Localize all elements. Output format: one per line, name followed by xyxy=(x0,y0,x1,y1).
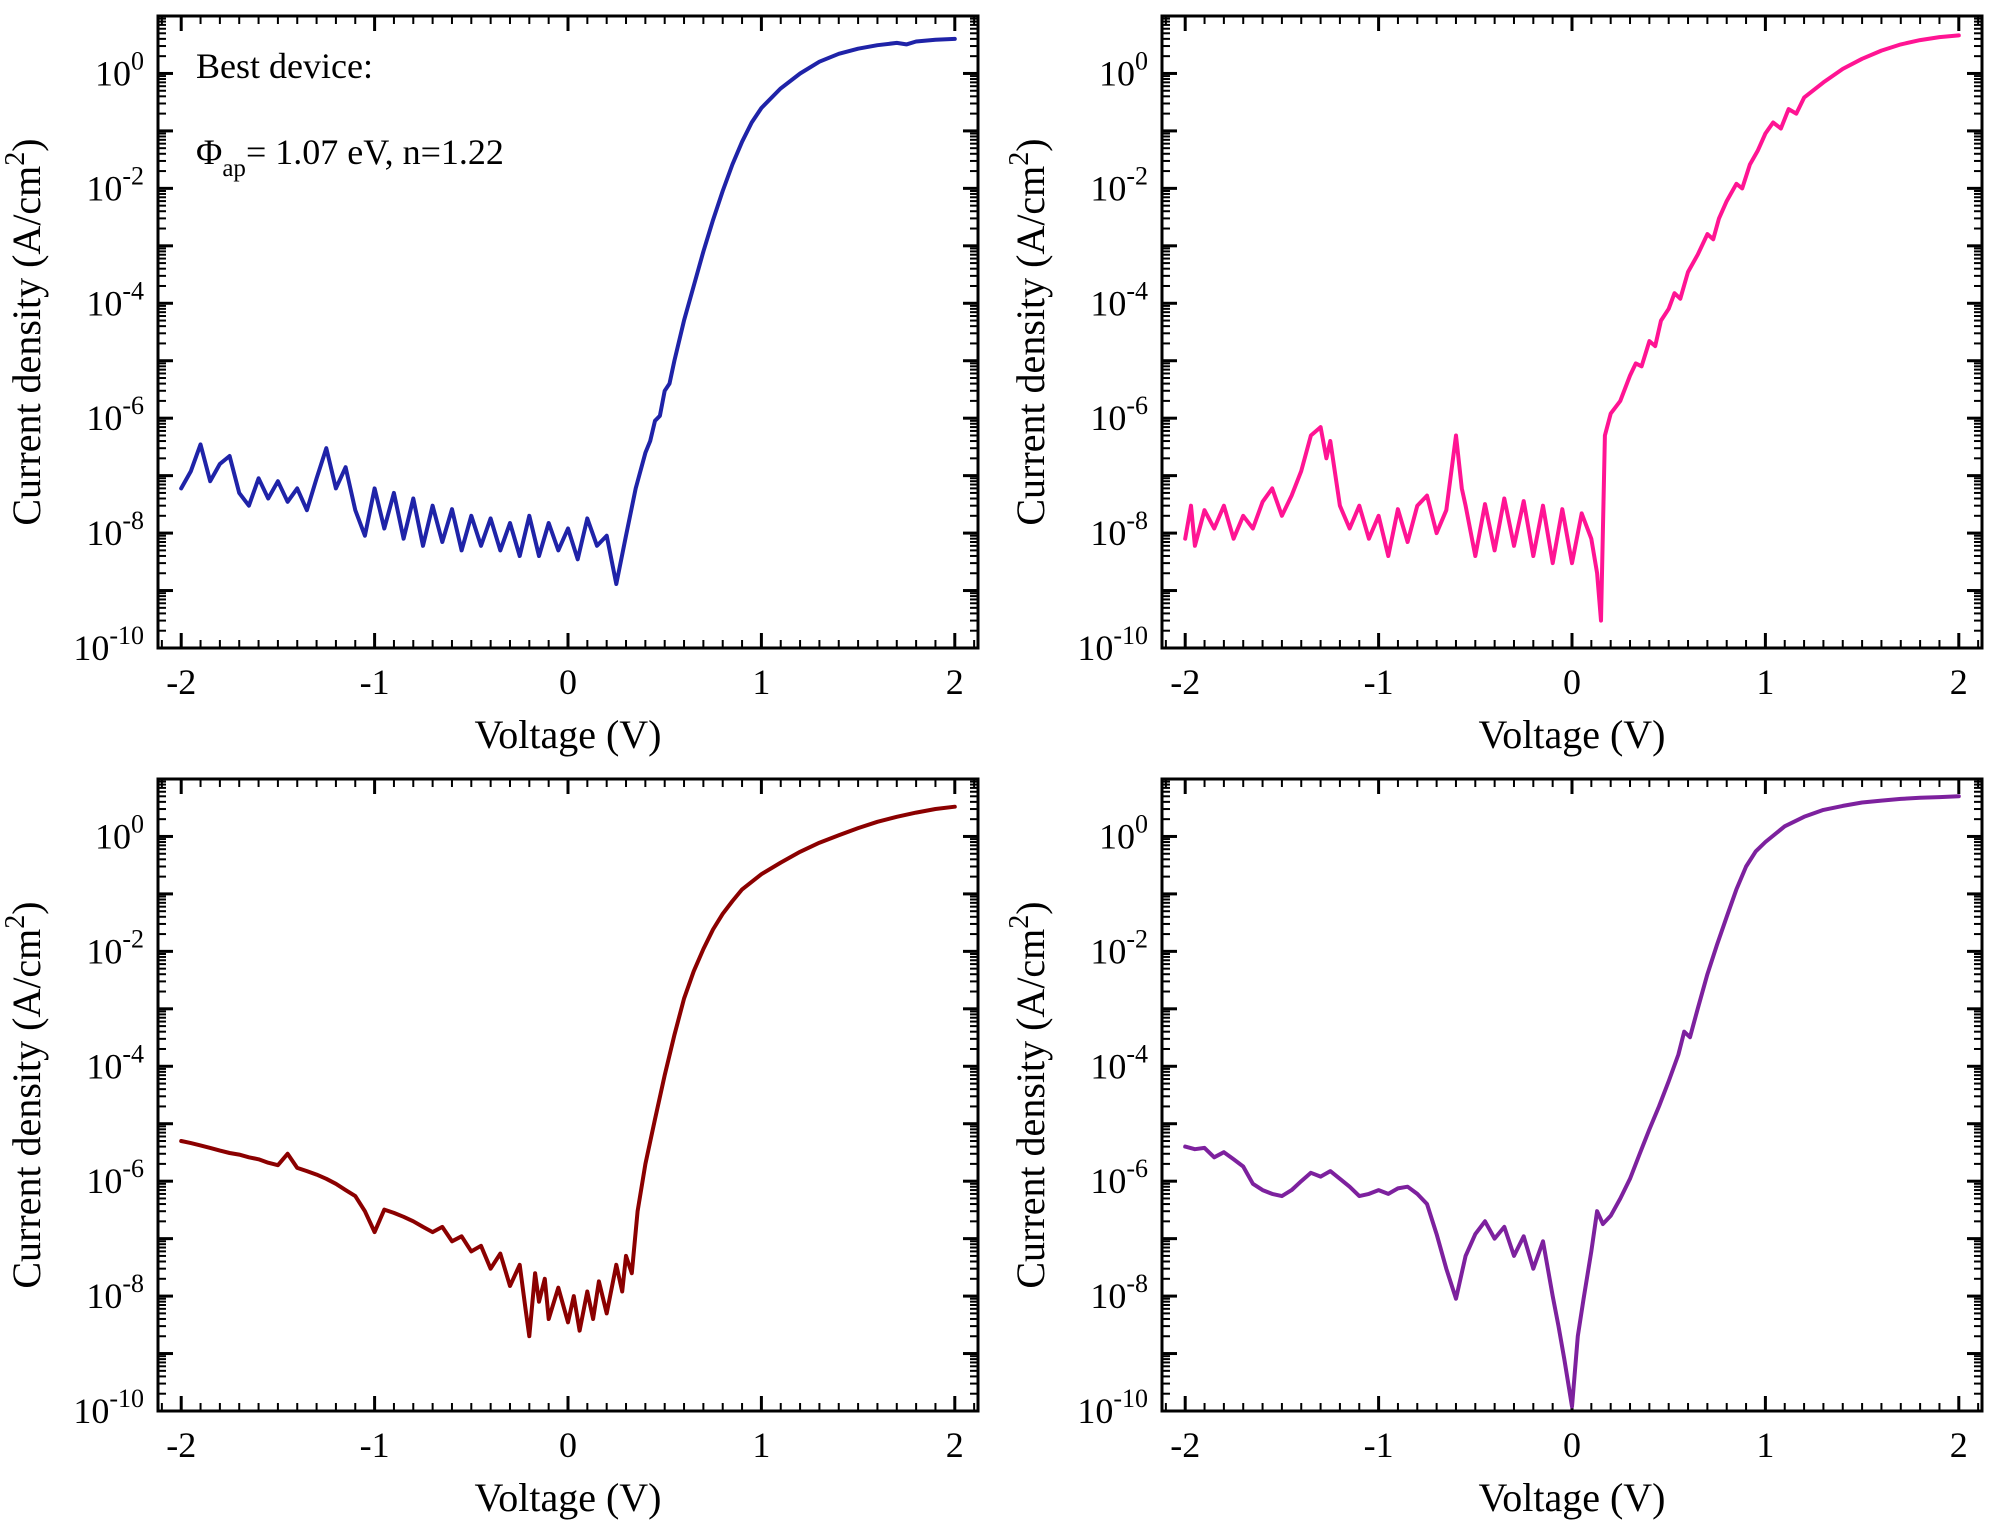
data-curve-top-left xyxy=(179,36,957,586)
x-tick-label: 1 xyxy=(752,1425,770,1465)
y-axis-title: Current density (A/cm2) xyxy=(1004,901,1053,1288)
annotation-line1: Best device: xyxy=(196,46,373,86)
plot-frame xyxy=(1160,14,1984,650)
y-tick-label: 10-6 xyxy=(86,1154,144,1201)
x-tick-label: 0 xyxy=(1563,1425,1581,1465)
x-tick-label: 1 xyxy=(1756,1425,1774,1465)
x-tick-label: -2 xyxy=(166,662,196,702)
data-curve-top-right xyxy=(1183,33,1961,623)
x-tick-label: 1 xyxy=(1756,662,1774,702)
chart-svg-bottom-left: -2 -1 0 1 2 100 10-2 10-4 10-6 10-8 10-10 Voltage (… xyxy=(0,777,980,1520)
y-tick-label: 100 xyxy=(95,809,144,856)
y-axis-title: Current density (A/cm2) xyxy=(0,901,49,1288)
y-axis-title: Current density (A/cm2) xyxy=(0,138,49,525)
x-tick-label: 2 xyxy=(1950,662,1968,702)
x-tick-label: 0 xyxy=(1563,662,1581,702)
chart-svg-bottom-right: -2 -1 0 1 2 100 10-2 10-4 10-6 10-8 10-10 Voltage (… xyxy=(1004,777,1984,1520)
plot-frame xyxy=(1160,777,1984,1413)
panel-bottom-right: -2 -1 0 1 2 100 10-2 10-4 10-6 10-8 10-10 Voltage (… xyxy=(1004,763,2008,1526)
panel-top-left: -2 -1 0 1 2 100 10-2 10-4 10-6 10-8 10-10 Voltage (… xyxy=(0,0,1004,763)
x-tick-label: 1 xyxy=(752,662,770,702)
y-tick-label: 10-2 xyxy=(1090,924,1148,971)
y-tick-label: 10-10 xyxy=(1077,621,1148,668)
y-tick-label: 10-2 xyxy=(1090,161,1148,208)
y-tick-label: 10-6 xyxy=(1090,1154,1148,1201)
y-tick-label: 10-10 xyxy=(73,621,144,668)
y-tick-label: 10-4 xyxy=(86,276,144,323)
annotation-line2: Φap= 1.07 eV, n=1.22 xyxy=(196,132,504,182)
x-tick-label: 0 xyxy=(559,1425,577,1465)
y-tick-label: 10-4 xyxy=(1090,1039,1148,1086)
y-tick-label: 10-8 xyxy=(1090,506,1148,553)
x-tick-label: -1 xyxy=(1364,662,1394,702)
x-tick-label: -2 xyxy=(1170,662,1200,702)
y-tick-label: 100 xyxy=(1099,809,1148,856)
y-tick-label: 10-2 xyxy=(86,161,144,208)
data-curve-bottom-right xyxy=(1183,794,1961,1409)
y-tick-label: 100 xyxy=(1099,46,1148,93)
y-tick-label: 10-2 xyxy=(86,924,144,971)
y-tick-label: 10-10 xyxy=(1077,1384,1148,1431)
x-tick-label: -1 xyxy=(1364,1425,1394,1465)
x-tick-label: -2 xyxy=(1170,1425,1200,1465)
panel-top-right: -2 -1 0 1 2 100 10-2 10-4 10-6 10-8 10-10 Voltage (… xyxy=(1004,0,2008,763)
x-tick-label: 2 xyxy=(1950,1425,1968,1465)
plot-frame xyxy=(156,777,980,1413)
y-tick-label: 10-10 xyxy=(73,1384,144,1431)
x-axis-title: Voltage (V) xyxy=(475,1475,662,1520)
y-axis-title: Current density (A/cm2) xyxy=(1004,138,1053,525)
y-tick-label: 10-4 xyxy=(86,1039,144,1086)
chart-svg-top-left: -2 -1 0 1 2 100 10-2 10-4 10-6 10-8 10-10 Voltage (… xyxy=(0,14,980,757)
y-tick-label: 10-6 xyxy=(86,391,144,438)
x-tick-label: -1 xyxy=(360,1425,390,1465)
y-tick-label: 10-6 xyxy=(1090,391,1148,438)
x-axis-title: Voltage (V) xyxy=(1479,712,1666,757)
x-tick-label: -2 xyxy=(166,1425,196,1465)
y-tick-label: 10-4 xyxy=(1090,276,1148,323)
x-axis-title: Voltage (V) xyxy=(1479,1475,1666,1520)
panel-bottom-left: -2 -1 0 1 2 100 10-2 10-4 10-6 10-8 10-10 Voltage (… xyxy=(0,763,1004,1526)
x-tick-label: 2 xyxy=(946,1425,964,1465)
x-axis-title: Voltage (V) xyxy=(475,712,662,757)
x-tick-label: 0 xyxy=(559,662,577,702)
x-tick-label: -1 xyxy=(360,662,390,702)
y-tick-label: 10-8 xyxy=(86,506,144,553)
plot-frame xyxy=(156,14,980,650)
y-tick-label: 100 xyxy=(95,46,144,93)
data-curve-bottom-left xyxy=(179,804,957,1339)
y-tick-label: 10-8 xyxy=(1090,1269,1148,1316)
chart-svg-top-right: -2 -1 0 1 2 100 10-2 10-4 10-6 10-8 10-10 Voltage (… xyxy=(1004,14,1984,757)
x-tick-label: 2 xyxy=(946,662,964,702)
y-tick-label: 10-8 xyxy=(86,1269,144,1316)
